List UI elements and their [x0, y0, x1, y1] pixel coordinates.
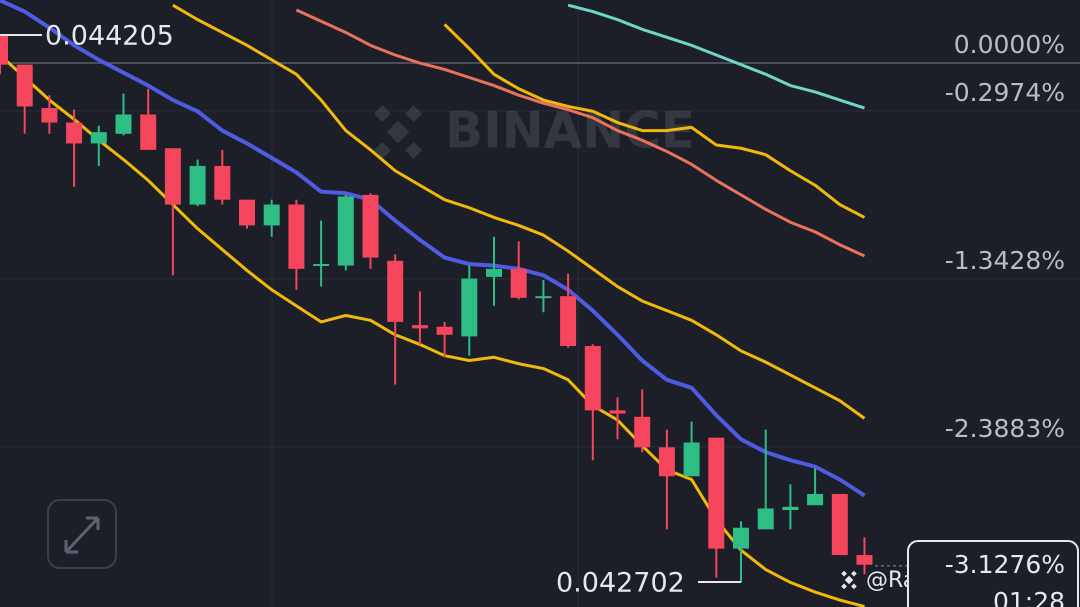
- candle-body: [115, 114, 132, 134]
- candle-body: [313, 264, 330, 267]
- candle-body: [436, 326, 453, 335]
- expand-button[interactable]: [47, 499, 117, 569]
- countdown: 01:28: [993, 587, 1065, 607]
- candle-body: [16, 64, 33, 107]
- indicator-line: [443, 23, 866, 219]
- expand-icon: [64, 516, 100, 554]
- candle-body: [609, 410, 626, 414]
- current-box: [907, 540, 1079, 607]
- candle-body: [189, 165, 206, 205]
- candle-body: [486, 268, 502, 277]
- candle-body: [214, 165, 231, 200]
- y-tick-label: -1.3428%: [945, 246, 1065, 275]
- y-tick-label: -2.3883%: [945, 414, 1065, 443]
- candle-body: [41, 108, 58, 123]
- y-tick-label: -0.2974%: [945, 78, 1065, 107]
- candle-body: [140, 114, 157, 150]
- high-label: 0.044205: [45, 21, 174, 52]
- candle-body: [733, 527, 749, 549]
- candle-body: [362, 194, 379, 258]
- candle-body: [782, 506, 799, 511]
- candle-body: [658, 447, 675, 477]
- candle-body: [263, 204, 280, 226]
- candle-body: [856, 555, 873, 565]
- candle-body: [807, 493, 824, 506]
- candle-body: [634, 416, 651, 448]
- plot: [0, 0, 908, 607]
- candle-body: [535, 296, 552, 299]
- indicator-line: [295, 8, 866, 258]
- indicator-line: [567, 3, 865, 110]
- candle-body: [337, 196, 354, 266]
- candle-body: [560, 296, 577, 347]
- y-tick-label: 0.0000%: [954, 30, 1065, 59]
- candle-body: [461, 278, 478, 337]
- candle-body: [164, 148, 181, 205]
- low-label: 0.042702: [556, 568, 685, 599]
- candle-body: [708, 437, 725, 549]
- candle-body: [288, 204, 305, 269]
- indicator-line: [172, 3, 866, 420]
- candle-body: [757, 508, 774, 530]
- candle-body: [90, 132, 107, 144]
- candle-body: [239, 199, 255, 226]
- current-label: -3.1276%: [945, 550, 1065, 579]
- grid: 0.0000% -0.2974% -1.3428% -2.3883%: [0, 30, 1080, 448]
- candle-body: [831, 493, 848, 556]
- candle-body: [683, 442, 700, 477]
- candle-body: [387, 260, 404, 322]
- candle-body: [510, 268, 527, 298]
- candle-body: [66, 122, 83, 144]
- candle-body: [0, 35, 8, 65]
- candle-body: [411, 325, 428, 329]
- indicator-line: [0, 0, 866, 498]
- candle-body: [584, 346, 601, 411]
